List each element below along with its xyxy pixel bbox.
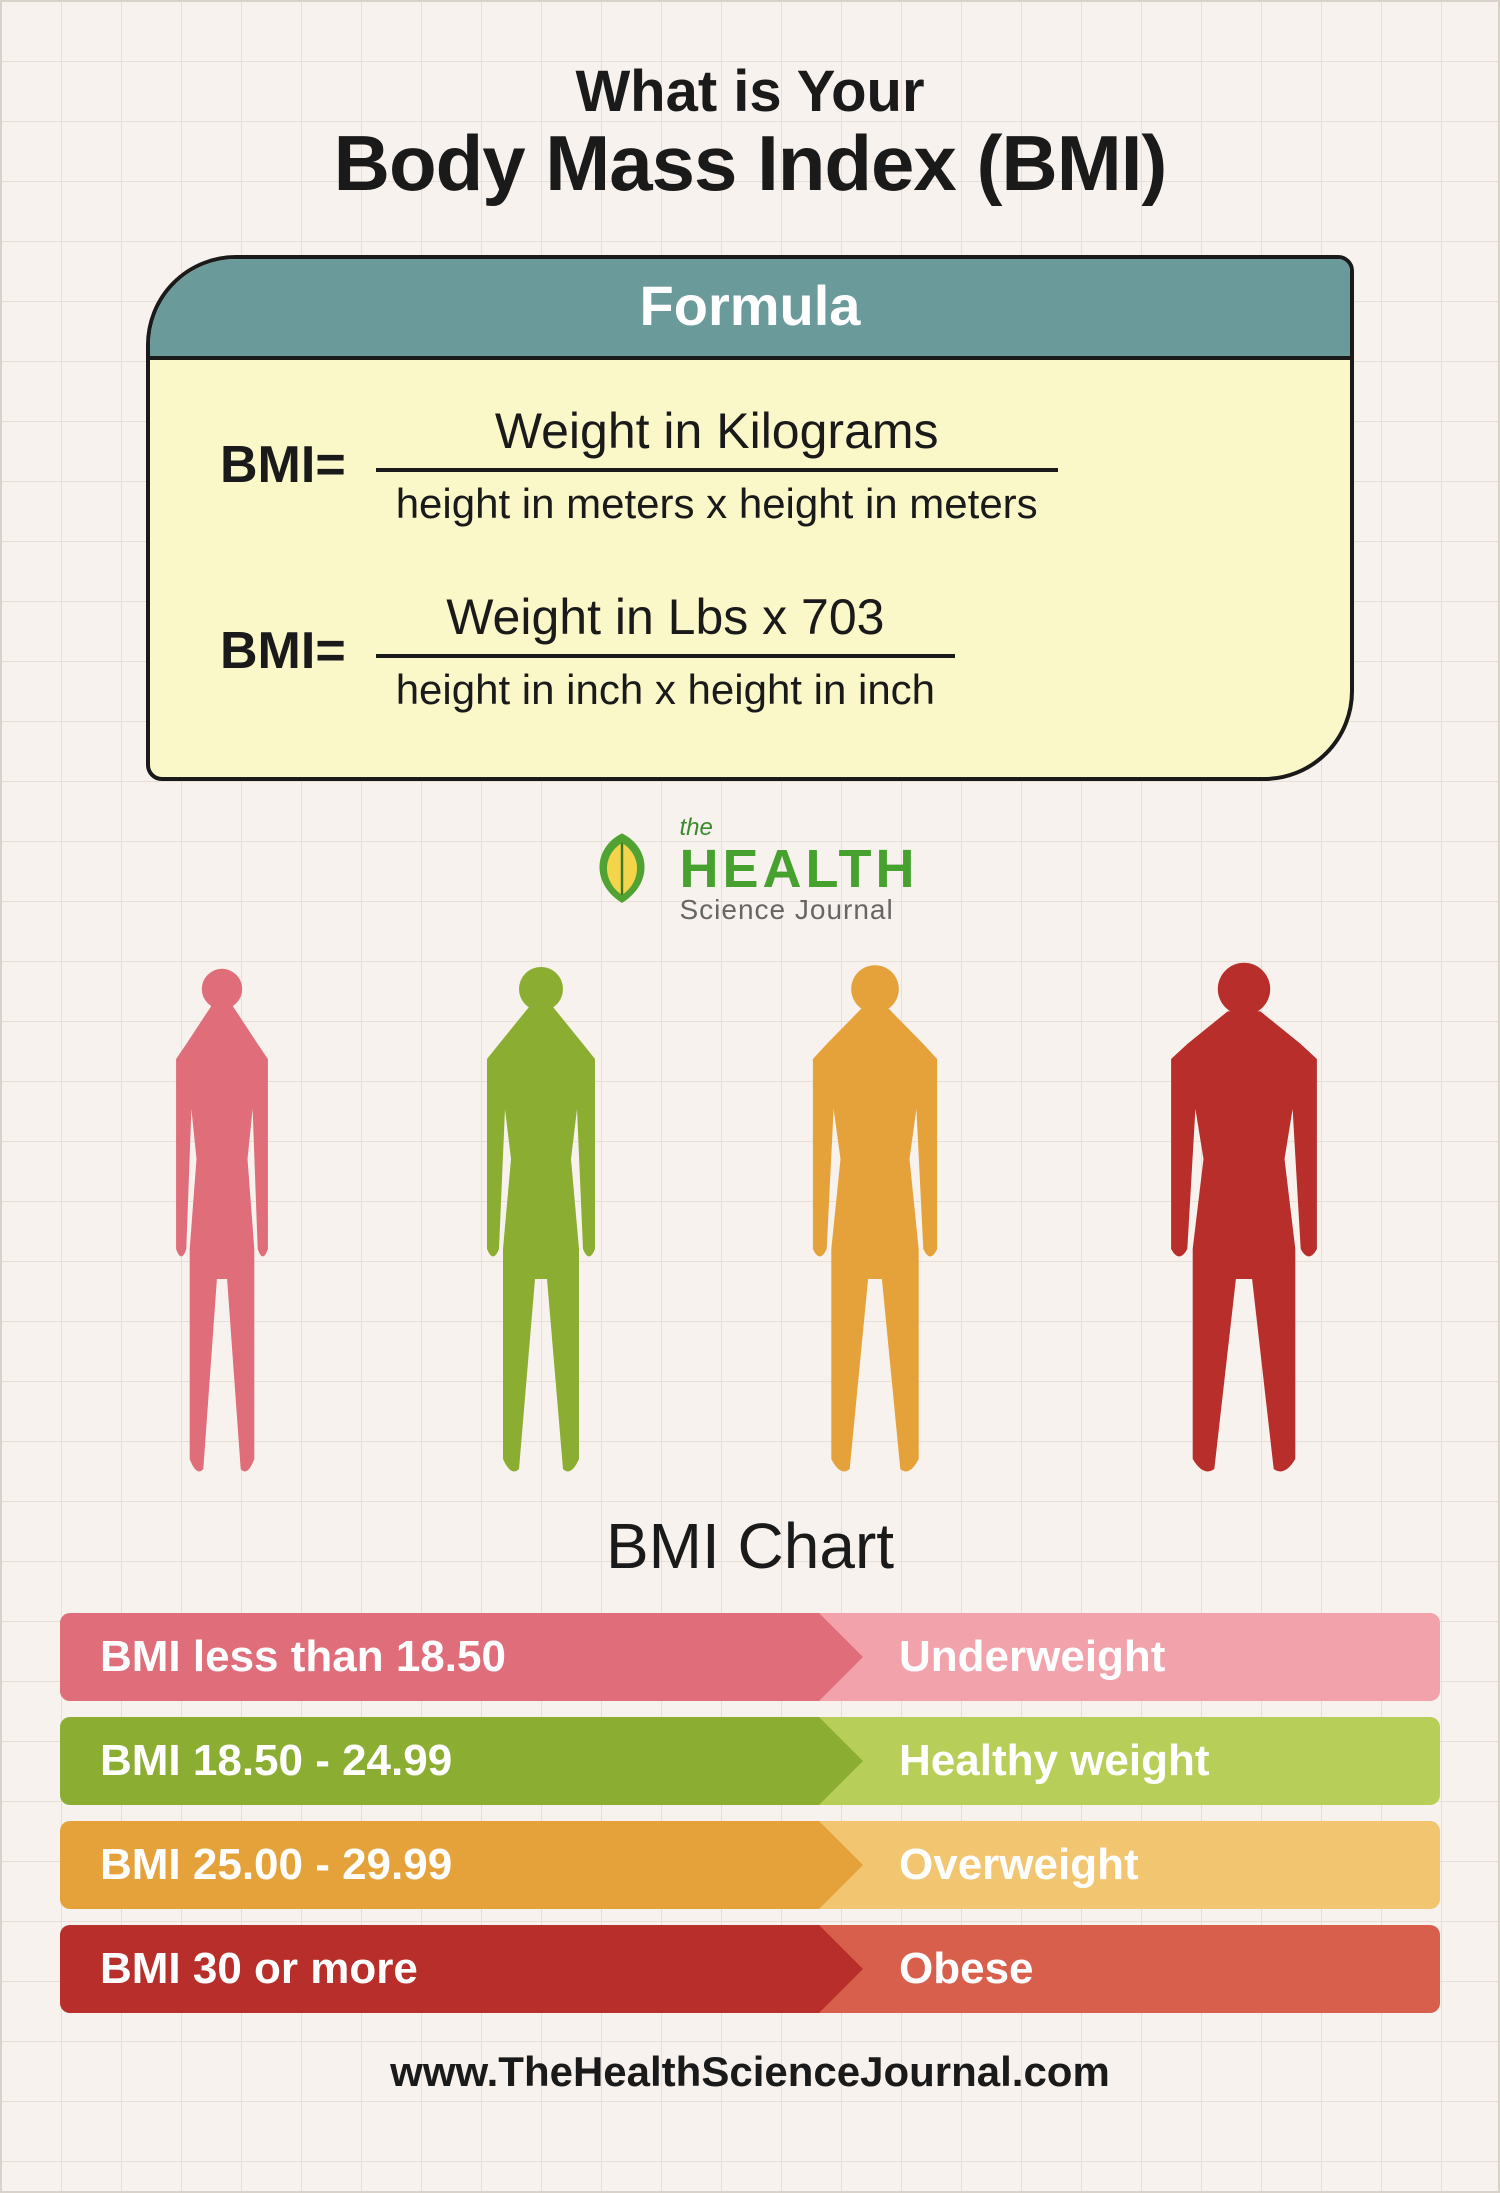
formula-lhs: BMI= bbox=[220, 435, 346, 495]
fraction-metric: Weight in Kilograms height in meters x h… bbox=[376, 400, 1058, 531]
legend-label-healthy: Healthy weight bbox=[819, 1717, 1440, 1805]
bmi-legend: BMI less than 18.50UnderweightBMI 18.50 … bbox=[60, 1613, 1440, 2013]
brand-text: the HEALTH Science Journal bbox=[680, 816, 919, 924]
legend-range-overweight: BMI 25.00 - 29.99 bbox=[60, 1821, 819, 1909]
legend-row-underweight: BMI less than 18.50Underweight bbox=[60, 1613, 1440, 1701]
legend-label-underweight: Underweight bbox=[819, 1613, 1440, 1701]
formula-lhs: BMI= bbox=[220, 621, 346, 681]
legend-range-healthy: BMI 18.50 - 24.99 bbox=[60, 1717, 819, 1805]
title-maintext: Body Mass Index (BMI) bbox=[334, 123, 1167, 205]
legend-row-overweight: BMI 25.00 - 29.99Overweight bbox=[60, 1821, 1440, 1909]
brand-sub: Science Journal bbox=[680, 896, 919, 924]
chart-title: BMI Chart bbox=[606, 1509, 894, 1583]
formula-imperial: BMI= Weight in Lbs x 703 height in inch … bbox=[220, 586, 1280, 717]
brand-the: the bbox=[680, 816, 919, 840]
fraction-denominator: height in meters x height in meters bbox=[376, 468, 1058, 531]
body-figure-overweight bbox=[740, 949, 1010, 1489]
fraction-imperial: Weight in Lbs x 703 height in inch x hei… bbox=[376, 586, 955, 717]
formula-header: Formula bbox=[150, 259, 1350, 360]
brand-main: HEALTH bbox=[680, 842, 919, 896]
body-figure-underweight bbox=[102, 949, 342, 1489]
brand-block: the HEALTH Science Journal bbox=[582, 816, 919, 924]
fraction-denominator: height in inch x height in inch bbox=[376, 654, 955, 717]
legend-label-overweight: Overweight bbox=[819, 1821, 1440, 1909]
infographic-page: What is Your Body Mass Index (BMI) Formu… bbox=[0, 0, 1500, 2193]
leaf-icon bbox=[582, 827, 662, 912]
footer-url: www.TheHealthScienceJournal.com bbox=[390, 2048, 1110, 2096]
fraction-numerator: Weight in Lbs x 703 bbox=[426, 586, 904, 655]
formula-body: BMI= Weight in Kilograms height in meter… bbox=[150, 360, 1350, 777]
title-pretext: What is Your bbox=[334, 62, 1167, 123]
legend-row-obese: BMI 30 or moreObese bbox=[60, 1925, 1440, 2013]
page-title: What is Your Body Mass Index (BMI) bbox=[334, 62, 1167, 205]
body-figure-obese bbox=[1089, 949, 1399, 1489]
legend-range-underweight: BMI less than 18.50 bbox=[60, 1613, 819, 1701]
body-figure-healthy bbox=[421, 949, 661, 1489]
formula-card: Formula BMI= Weight in Kilograms height … bbox=[146, 255, 1354, 781]
legend-range-obese: BMI 30 or more bbox=[60, 1925, 819, 2013]
legend-label-obese: Obese bbox=[819, 1925, 1440, 2013]
fraction-numerator: Weight in Kilograms bbox=[475, 400, 959, 469]
formula-metric: BMI= Weight in Kilograms height in meter… bbox=[220, 400, 1280, 531]
body-figures-row bbox=[62, 949, 1438, 1489]
legend-row-healthy: BMI 18.50 - 24.99Healthy weight bbox=[60, 1717, 1440, 1805]
